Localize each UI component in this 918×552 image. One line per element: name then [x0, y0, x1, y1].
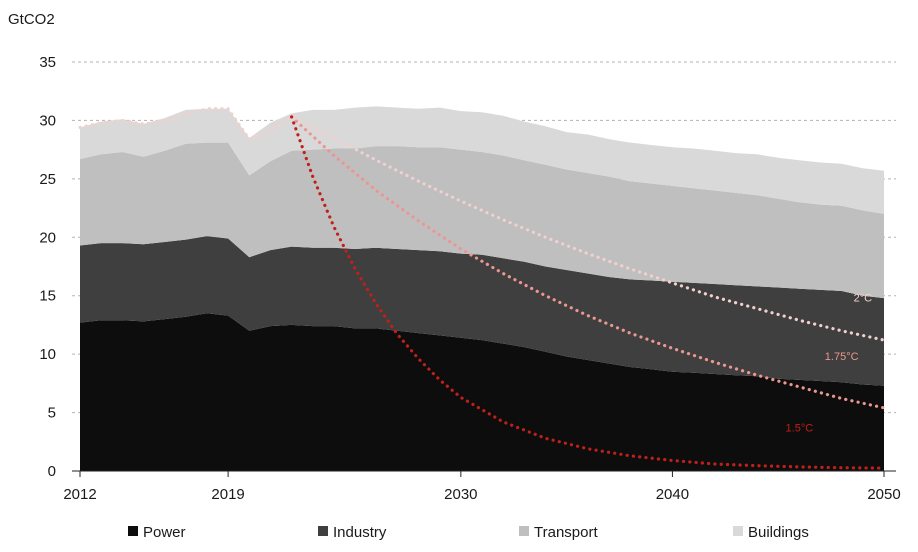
- area-layer: [80, 106, 884, 471]
- legend-label: Transport: [534, 524, 598, 541]
- area-industry: [80, 236, 884, 386]
- y-tick-label: 5: [48, 405, 56, 422]
- y-axis-unit-label: GtCO2: [8, 11, 55, 28]
- y-tick-label: 15: [39, 288, 56, 305]
- legend-item-transport: Transport: [519, 524, 598, 541]
- x-tick-label: 2050: [867, 486, 900, 503]
- legend-swatch: [318, 526, 328, 536]
- area-power: [80, 313, 884, 471]
- area-transport: [80, 142, 884, 299]
- legend: Power Industry Transport Buildings: [128, 524, 809, 541]
- legend-swatch: [519, 526, 529, 536]
- legend-swatch: [733, 526, 743, 536]
- legend-item-buildings: Buildings: [733, 524, 809, 541]
- pathway-label: 1.5°C: [786, 422, 814, 434]
- legend-item-industry: Industry: [318, 524, 387, 541]
- y-tick-label: 20: [39, 229, 56, 246]
- x-tick-label: 2040: [656, 486, 689, 503]
- pathway-line: [290, 115, 886, 470]
- pathway-label: 2°C: [854, 293, 873, 305]
- x-tick-label: 2030: [444, 486, 477, 503]
- x-tick-label: 2012: [63, 486, 96, 503]
- y-tick-label: 0: [48, 463, 56, 480]
- legend-label: Buildings: [748, 524, 809, 541]
- y-tick-label: 30: [39, 112, 56, 129]
- pathway-label: 1.75°C: [825, 351, 859, 363]
- x-tick-label: 2019: [211, 486, 244, 503]
- legend-item-power: Power: [128, 524, 186, 541]
- pathway-line: [290, 115, 886, 410]
- legend-label: Power: [143, 524, 186, 541]
- area-buildings: [80, 106, 884, 214]
- axis-layer: 0 5 10 15 20 25 30 35 GtCO2 2012 2019 2030 2040 2050: [8, 11, 901, 503]
- legend-swatch: [128, 526, 138, 536]
- legend-label: Industry: [333, 524, 387, 541]
- pathway-layer: 2°C 1.75°C 1.5°C: [78, 107, 886, 470]
- y-tick-label: 35: [39, 54, 56, 71]
- y-tick-label: 25: [39, 171, 56, 188]
- y-tick-label: 10: [39, 346, 56, 363]
